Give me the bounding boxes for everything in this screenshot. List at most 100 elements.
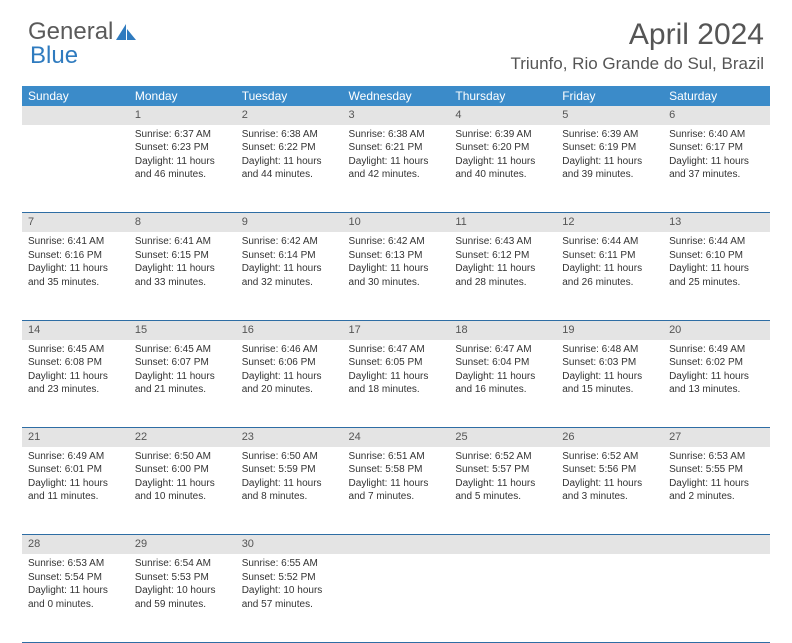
day-number: 29 — [129, 535, 236, 554]
day-info-line: and 28 minutes. — [455, 276, 550, 290]
day-header: Sunday — [22, 86, 129, 106]
day-info-line: Sunrise: 6:48 AM — [562, 343, 657, 357]
day-info-line: and 32 minutes. — [242, 276, 337, 290]
day-info-line: Sunrise: 6:52 AM — [455, 450, 550, 464]
title-block: April 2024 Triunfo, Rio Grande do Sul, B… — [510, 18, 764, 74]
day-number: 20 — [663, 320, 770, 339]
day-info-line: Sunset: 6:22 PM — [242, 141, 337, 155]
day-cell: Sunrise: 6:53 AMSunset: 5:55 PMDaylight:… — [663, 447, 770, 535]
day-info-line: Sunrise: 6:51 AM — [349, 450, 444, 464]
day-cell: Sunrise: 6:44 AMSunset: 6:10 PMDaylight:… — [663, 232, 770, 320]
day-info-line: Daylight: 11 hours — [242, 370, 337, 384]
day-info-line: and 10 minutes. — [135, 490, 230, 504]
day-number-row: 14151617181920 — [22, 320, 770, 339]
day-info-line: Sunrise: 6:53 AM — [28, 557, 123, 571]
day-number: 10 — [343, 213, 450, 232]
day-number — [556, 535, 663, 554]
day-info-line: and 15 minutes. — [562, 383, 657, 397]
day-info-line: Sunrise: 6:37 AM — [135, 128, 230, 142]
day-info-line: Sunset: 6:02 PM — [669, 356, 764, 370]
day-cell — [343, 554, 450, 642]
day-info-line: Daylight: 11 hours — [349, 477, 444, 491]
day-info-line: Daylight: 11 hours — [242, 477, 337, 491]
day-info-line: Sunset: 6:14 PM — [242, 249, 337, 263]
day-info-line: Sunrise: 6:41 AM — [28, 235, 123, 249]
day-info-line: Sunrise: 6:41 AM — [135, 235, 230, 249]
day-info-line: and 37 minutes. — [669, 168, 764, 182]
day-number: 8 — [129, 213, 236, 232]
day-header: Friday — [556, 86, 663, 106]
day-info-line: and 0 minutes. — [28, 598, 123, 612]
day-info-line: Daylight: 11 hours — [242, 155, 337, 169]
day-info-line: and 33 minutes. — [135, 276, 230, 290]
day-info-line: Sunrise: 6:39 AM — [455, 128, 550, 142]
day-info-line: and 20 minutes. — [242, 383, 337, 397]
day-info-line: and 7 minutes. — [349, 490, 444, 504]
day-info-line: Sunrise: 6:46 AM — [242, 343, 337, 357]
day-cell: Sunrise: 6:52 AMSunset: 5:56 PMDaylight:… — [556, 447, 663, 535]
day-info-line: Sunrise: 6:53 AM — [669, 450, 764, 464]
day-info-line: and 5 minutes. — [455, 490, 550, 504]
day-info-line: Sunset: 6:20 PM — [455, 141, 550, 155]
day-number: 19 — [556, 320, 663, 339]
day-header: Saturday — [663, 86, 770, 106]
day-number: 21 — [22, 428, 129, 447]
day-info-line: Sunset: 6:16 PM — [28, 249, 123, 263]
day-info-line: Sunrise: 6:50 AM — [135, 450, 230, 464]
day-info-line: and 13 minutes. — [669, 383, 764, 397]
day-info-line: Sunrise: 6:44 AM — [669, 235, 764, 249]
day-cell: Sunrise: 6:44 AMSunset: 6:11 PMDaylight:… — [556, 232, 663, 320]
day-info-line: Sunrise: 6:50 AM — [242, 450, 337, 464]
day-info-line: Sunset: 5:57 PM — [455, 463, 550, 477]
day-number: 11 — [449, 213, 556, 232]
logo-text-2: Blue — [30, 42, 78, 70]
day-number: 27 — [663, 428, 770, 447]
day-info-line: and 30 minutes. — [349, 276, 444, 290]
day-cell: Sunrise: 6:39 AMSunset: 6:19 PMDaylight:… — [556, 125, 663, 213]
day-info-line: Sunset: 6:21 PM — [349, 141, 444, 155]
day-info-line: Sunset: 5:52 PM — [242, 571, 337, 585]
day-content-row: Sunrise: 6:41 AMSunset: 6:16 PMDaylight:… — [22, 232, 770, 320]
day-info-line: Sunrise: 6:42 AM — [349, 235, 444, 249]
day-number: 22 — [129, 428, 236, 447]
day-info-line: Sunset: 6:23 PM — [135, 141, 230, 155]
day-info-line: Sunset: 5:56 PM — [562, 463, 657, 477]
day-info-line: Daylight: 11 hours — [669, 262, 764, 276]
day-info-line: and 40 minutes. — [455, 168, 550, 182]
day-info-line: Daylight: 11 hours — [28, 477, 123, 491]
day-info-line: Sunset: 6:00 PM — [135, 463, 230, 477]
day-number: 2 — [236, 106, 343, 125]
day-info-line: Sunrise: 6:49 AM — [28, 450, 123, 464]
day-cell: Sunrise: 6:42 AMSunset: 6:13 PMDaylight:… — [343, 232, 450, 320]
day-info-line: and 57 minutes. — [242, 598, 337, 612]
day-info-line: Sunset: 6:07 PM — [135, 356, 230, 370]
day-info-line: Sunset: 5:58 PM — [349, 463, 444, 477]
day-number: 5 — [556, 106, 663, 125]
day-info-line: Sunrise: 6:49 AM — [669, 343, 764, 357]
day-info-line: Sunset: 5:53 PM — [135, 571, 230, 585]
day-info-line: Daylight: 11 hours — [28, 584, 123, 598]
day-cell: Sunrise: 6:53 AMSunset: 5:54 PMDaylight:… — [22, 554, 129, 642]
day-info-line: Daylight: 11 hours — [562, 477, 657, 491]
day-number: 1 — [129, 106, 236, 125]
day-cell: Sunrise: 6:47 AMSunset: 6:05 PMDaylight:… — [343, 340, 450, 428]
day-number — [449, 535, 556, 554]
day-info-line: Sunset: 6:19 PM — [562, 141, 657, 155]
day-info-line: Sunset: 6:12 PM — [455, 249, 550, 263]
day-number: 15 — [129, 320, 236, 339]
day-number: 4 — [449, 106, 556, 125]
day-info-line: Sunrise: 6:38 AM — [242, 128, 337, 142]
day-info-line: and 2 minutes. — [669, 490, 764, 504]
day-info-line: Daylight: 11 hours — [455, 477, 550, 491]
day-info-line: Sunrise: 6:55 AM — [242, 557, 337, 571]
day-number-row: 282930 — [22, 535, 770, 554]
day-info-line: Sunrise: 6:44 AM — [562, 235, 657, 249]
day-cell — [449, 554, 556, 642]
day-cell: Sunrise: 6:38 AMSunset: 6:22 PMDaylight:… — [236, 125, 343, 213]
day-info-line: Sunrise: 6:45 AM — [135, 343, 230, 357]
day-header: Monday — [129, 86, 236, 106]
day-info-line: Daylight: 11 hours — [455, 155, 550, 169]
day-number — [663, 535, 770, 554]
day-header-row: SundayMondayTuesdayWednesdayThursdayFrid… — [22, 86, 770, 106]
day-info-line: Sunset: 5:59 PM — [242, 463, 337, 477]
